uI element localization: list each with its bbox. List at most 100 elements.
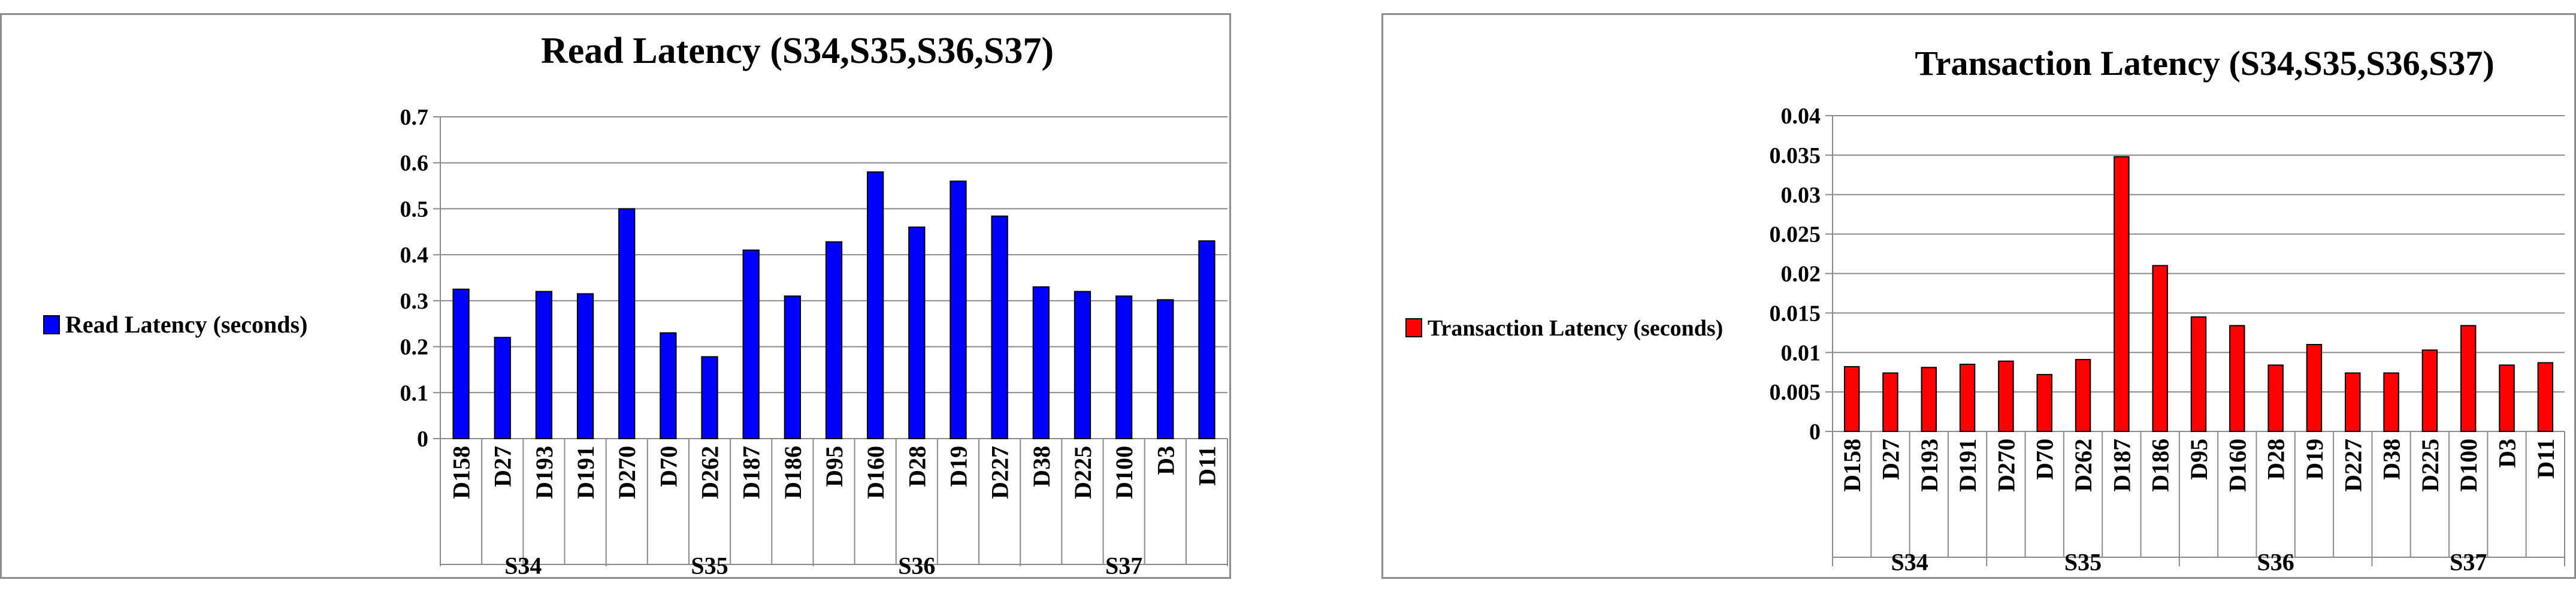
- read-category-label: D160: [862, 446, 889, 499]
- transaction-category-label: D270: [1993, 439, 2019, 492]
- transaction-category-label: D225: [2417, 439, 2444, 492]
- read-category-label: D70: [655, 446, 682, 487]
- read-bar: [1198, 240, 1216, 439]
- transaction-group-label: S35: [2064, 549, 2102, 576]
- transaction-latency-chart-panel: Transaction Latency (S34,S35,S36,S37) 0 0.…: [1381, 13, 2576, 579]
- read-legend-label: Read Latency (seconds): [65, 311, 307, 338]
- transaction-y-tick-label: 0.005: [1770, 380, 1821, 405]
- transaction-bar: [2537, 362, 2554, 432]
- transaction-bar: [2460, 325, 2477, 433]
- read-y-tick-label: 0: [417, 427, 428, 452]
- read-latency-chart-panel: Read Latency (S34,S35,S36,S37) 0 0.1 0.2 0.3…: [0, 13, 1231, 579]
- read-category-label: D27: [489, 446, 516, 487]
- transaction-category-label: D70: [2031, 439, 2058, 480]
- transaction-y-tick-label: 0.01: [1781, 340, 1821, 366]
- transaction-category-label: D19: [2301, 439, 2328, 480]
- read-bar: [576, 293, 594, 439]
- read-group-label: S37: [1105, 552, 1142, 579]
- transaction-bar: [1998, 360, 2014, 432]
- read-group-label: S35: [691, 552, 728, 579]
- transaction-bar: [1921, 367, 1937, 432]
- read-y-tick-label: 0.5: [400, 197, 429, 222]
- transaction-latency-chart: Transaction Latency (S34,S35,S36,S37) 0 0.…: [1405, 44, 2565, 576]
- transaction-category-label: D227: [2339, 439, 2366, 492]
- transaction-bar: [2306, 344, 2323, 433]
- read-chart-title: Read Latency (S34,S35,S36,S37): [541, 31, 1054, 71]
- read-bar: [701, 356, 718, 439]
- read-bar: [1115, 295, 1133, 439]
- read-category-label: D38: [1028, 446, 1055, 487]
- read-bar: [1032, 286, 1050, 440]
- transaction-chart-title: Transaction Latency (S34,S35,S36,S37): [1915, 44, 2494, 83]
- transaction-bar: [1882, 372, 1898, 433]
- read-bar: [991, 215, 1008, 439]
- transaction-bar: [2152, 265, 2168, 432]
- transaction-y-tick-label: 0.02: [1781, 262, 1821, 287]
- read-category-label: D100: [1111, 446, 1138, 499]
- read-legend-swatch: [43, 315, 60, 334]
- transaction-group-label: S36: [2257, 549, 2294, 576]
- read-bar: [742, 249, 760, 439]
- transaction-y-tick-label: 0: [1809, 419, 1821, 445]
- read-bar: [452, 288, 470, 439]
- read-category-label: D227: [987, 446, 1014, 499]
- read-bar: [950, 180, 967, 439]
- transaction-bar: [2383, 372, 2399, 433]
- transaction-y-tick-label: 0.025: [1770, 222, 1821, 247]
- read-y-tick-label: 0.4: [400, 243, 429, 268]
- read-bar: [784, 295, 801, 439]
- read-bar: [494, 337, 511, 439]
- transaction-category-label: D193: [1916, 439, 1943, 492]
- transaction-bar: [2190, 316, 2207, 432]
- read-category-label: D262: [697, 446, 724, 499]
- transaction-legend-label: Transaction Latency (seconds): [1428, 316, 1723, 341]
- read-bar: [535, 291, 553, 439]
- read-category-label: D187: [738, 446, 765, 499]
- read-category-label: D270: [613, 446, 640, 499]
- transaction-bar: [2267, 364, 2284, 433]
- transaction-category-label: D262: [2070, 439, 2097, 492]
- read-group-label: S36: [898, 552, 935, 579]
- read-bar: [660, 332, 677, 439]
- transaction-bar: [1843, 366, 1860, 433]
- read-bar: [1157, 299, 1174, 439]
- transaction-category-label: D38: [2378, 439, 2405, 480]
- read-bar: [908, 226, 926, 439]
- read-bar: [1074, 291, 1092, 439]
- transaction-legend-swatch: [1405, 318, 1422, 337]
- read-category-label: D28: [903, 446, 930, 487]
- transaction-category-label: D187: [2108, 439, 2135, 492]
- transaction-bar: [2036, 374, 2052, 433]
- read-category-label: D225: [1069, 446, 1096, 499]
- read-y-tick-label: 0.6: [400, 151, 429, 176]
- transaction-bar: [2421, 349, 2438, 432]
- read-category-label: D3: [1152, 446, 1179, 475]
- transaction-category-label: D11: [2532, 439, 2559, 479]
- read-y-tick-label: 0.2: [400, 335, 429, 360]
- read-latency-chart: Read Latency (S34,S35,S36,S37) 0 0.1 0.2 0.3…: [43, 31, 1228, 579]
- transaction-category-label: D3: [2494, 439, 2521, 468]
- read-bar: [867, 171, 884, 439]
- read-bar: [618, 208, 636, 439]
- transaction-bar: [2499, 364, 2515, 433]
- transaction-bar: [2345, 372, 2361, 433]
- transaction-group-label: S37: [2450, 549, 2487, 576]
- transaction-bar: [2229, 325, 2245, 433]
- read-category-label: D191: [572, 446, 599, 499]
- transaction-category-label: D191: [1954, 439, 1981, 492]
- read-y-tick-label: 0.7: [400, 105, 429, 130]
- read-category-label: D11: [1193, 446, 1220, 486]
- transaction-category-label: D95: [2185, 439, 2212, 480]
- transaction-category-label: D186: [2147, 439, 2174, 492]
- read-category-label: D193: [531, 446, 558, 499]
- transaction-category-label: D158: [1839, 439, 1866, 492]
- transaction-category-label: D27: [1877, 439, 1904, 480]
- transaction-category-label: D160: [2224, 439, 2251, 492]
- read-category-label: D95: [821, 446, 848, 487]
- transaction-category-label: D28: [2263, 439, 2290, 480]
- transaction-category-label: D100: [2455, 439, 2482, 492]
- transaction-y-tick-label: 0.04: [1781, 104, 1821, 129]
- read-y-tick-label: 0.3: [400, 289, 429, 314]
- transaction-y-tick-label: 0.035: [1770, 143, 1821, 168]
- read-category-label: D158: [448, 446, 475, 499]
